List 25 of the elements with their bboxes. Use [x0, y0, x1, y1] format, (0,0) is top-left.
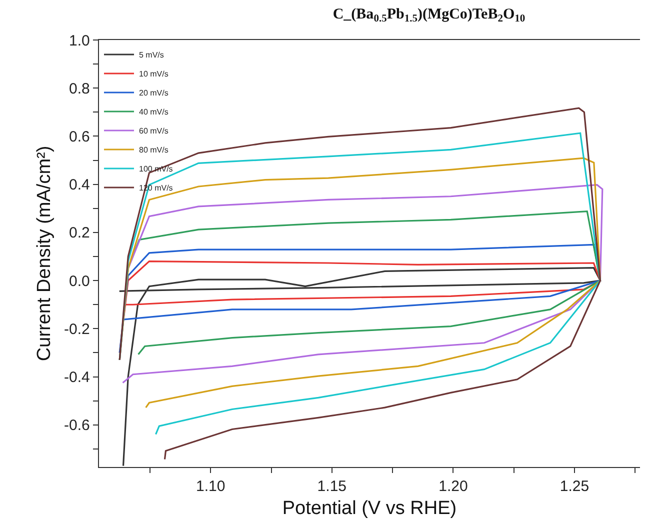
- x-tick-label: 1.25: [560, 478, 590, 496]
- y-tick-label: -0.2: [64, 320, 90, 338]
- legend-label: 60 mV/s: [139, 126, 168, 136]
- legend-label: 5 mV/s: [139, 50, 164, 60]
- y-tick-label: 0.4: [69, 176, 90, 194]
- y-tick-label: -0.4: [64, 369, 90, 386]
- line-series: [118, 244, 602, 354]
- y-axis-title: Current Density (mA/cm²): [34, 146, 55, 362]
- legend-label: 40 mV/s: [139, 108, 168, 117]
- y-tick-label: -0.6: [64, 417, 90, 434]
- x-tick-label: 1.10: [196, 478, 226, 496]
- legend-label: 10 mV/s: [139, 70, 168, 79]
- y-tick-label: 0.0: [69, 272, 90, 290]
- legend-label: 20 mV/s: [139, 88, 168, 98]
- line-series: [118, 157, 602, 408]
- x-tick-label: 1.20: [438, 478, 468, 496]
- chart-title: C_(Ba$_{0.5}$Pb$_{1.5}$)(MgCo)TeB$_{2}$O$_{10}$: [332, 6, 526, 25]
- legend-label: 80 mV/s: [139, 146, 168, 155]
- legend-label: 100 mV/s: [139, 164, 173, 174]
- y-tick-label: 0.8: [69, 80, 90, 98]
- y-tick-label: 0.6: [69, 128, 90, 146]
- x-tick-label: 1.15: [317, 478, 346, 496]
- x-axis-title: Potential (V vs RHE): [282, 498, 457, 519]
- y-tick-label: 1.0: [69, 32, 90, 50]
- y-tick-label: 0.2: [69, 224, 90, 242]
